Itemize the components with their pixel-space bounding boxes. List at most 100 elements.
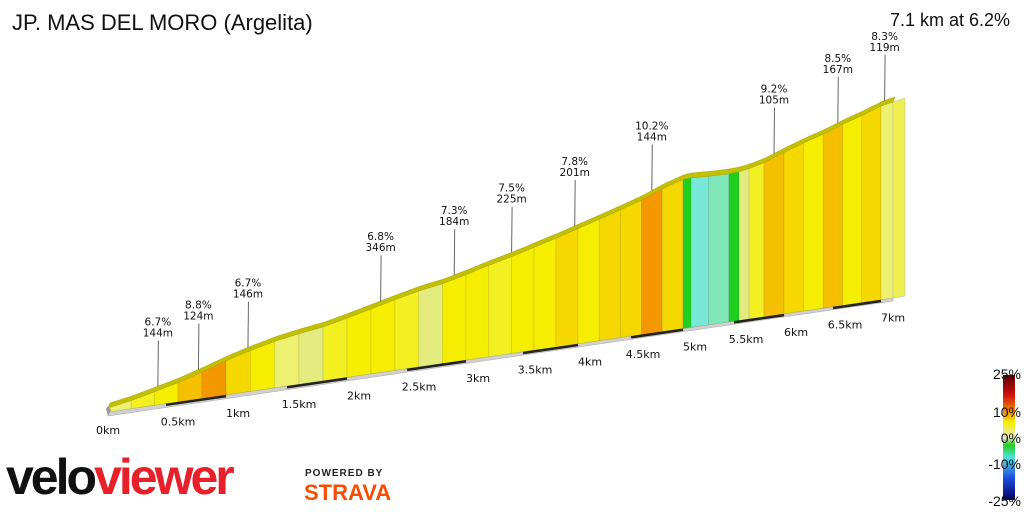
annotation-length: 146m <box>233 289 263 301</box>
legend-label: 25% <box>992 366 1021 382</box>
gradient-segment <box>738 168 750 321</box>
gradient-segment <box>661 178 684 332</box>
legend-label: -10% <box>988 456 1021 472</box>
x-tick-label: 6.5km <box>828 319 863 332</box>
climb-title: JP. MAS DEL MORO (Argelita) <box>12 10 313 35</box>
gradient-segment <box>394 290 420 371</box>
x-tick-label: 6km <box>784 326 808 339</box>
annotation-gradient: 9.2% <box>761 84 788 96</box>
distance-scale-marker <box>286 376 348 389</box>
annotation-leader-line <box>380 255 382 302</box>
gradient-color-scale <box>1003 375 1015 500</box>
annotation-leader-line <box>453 229 456 276</box>
gradient-segment <box>465 264 490 361</box>
distance-scale-marker <box>630 328 684 339</box>
x-tick-label: 5.5km <box>729 333 764 346</box>
annotation-gradient: 7.3% <box>441 205 468 217</box>
gradient-segment <box>803 133 824 312</box>
x-tick-label: 1.5km <box>282 398 317 411</box>
annotation-length: 144m <box>637 131 667 143</box>
gradient-segment <box>880 101 894 301</box>
distance-scale-marker <box>165 394 227 407</box>
profile-start-face <box>106 406 111 416</box>
gradient-segment <box>418 283 443 368</box>
annotation-length: 167m <box>823 64 853 76</box>
gradient-segment <box>298 326 324 385</box>
gradient-segment <box>322 317 348 382</box>
logo-viewer: viewer <box>94 449 235 505</box>
gradient-segment <box>763 151 785 318</box>
gradient-segment <box>555 228 579 348</box>
annotation-length: 346m <box>365 242 395 254</box>
x-tick-label: 0.5km <box>161 416 196 429</box>
annotation-gradient: 7.5% <box>498 183 525 195</box>
x-tick-label: 0km <box>96 424 120 437</box>
gradient-segment <box>682 177 692 329</box>
legend-label: 10% <box>992 404 1021 420</box>
powered-by-label: POWERED BY <box>305 468 384 479</box>
x-tick-label: 2km <box>347 389 371 402</box>
x-tick-label: 2.5km <box>402 381 437 394</box>
distance-scale-marker <box>832 299 882 310</box>
legend-label: -25% <box>988 493 1021 509</box>
x-tick-label: 1km <box>226 407 250 420</box>
gradient-segment <box>641 188 663 335</box>
profile-top-surface <box>107 96 896 409</box>
annotation-leader-line <box>157 340 159 387</box>
gradient-segment <box>346 308 372 378</box>
gradient-segment <box>533 237 557 351</box>
annotation-leader-line <box>884 54 886 101</box>
distance-scale-marker <box>522 343 579 355</box>
gradient-segment <box>488 256 512 358</box>
gradient-segment <box>577 218 600 345</box>
x-tick-label: 4.5km <box>626 348 661 361</box>
annotation-gradient: 6.7% <box>235 278 262 290</box>
x-tick-label: 3km <box>466 372 490 385</box>
annotation-leader-line <box>773 107 775 154</box>
annotation-gradient: 8.5% <box>824 53 851 65</box>
annotation-length: 119m <box>869 42 899 54</box>
gradient-segment <box>861 105 882 303</box>
annotation-leader-line <box>574 180 576 227</box>
gradient-segment <box>370 299 396 375</box>
annotation-gradient: 7.8% <box>561 156 588 168</box>
x-tick-label: 5km <box>683 340 707 353</box>
gradient-segment <box>598 209 621 342</box>
gradient-segment <box>822 123 843 309</box>
gradient-segment <box>728 171 740 323</box>
annotation-gradient: 8.3% <box>871 31 898 43</box>
annotation-leader-line <box>651 144 653 191</box>
strava-logo[interactable]: STRAVA <box>304 480 392 505</box>
annotation-length: 184m <box>439 216 469 228</box>
x-tick-label: 3.5km <box>518 364 553 377</box>
profile-end-face <box>892 97 906 299</box>
distance-scale-marker <box>406 359 467 372</box>
distance-scale-marker <box>733 313 785 324</box>
x-tick-label: 7km <box>881 312 905 325</box>
annotation-length: 105m <box>759 95 789 107</box>
gradient-segment <box>620 199 642 338</box>
gradient-segment <box>748 162 765 320</box>
annotation-length: 201m <box>560 167 590 179</box>
gradient-segment <box>274 333 300 389</box>
annotation-gradient: 6.7% <box>145 316 172 328</box>
gradient-segment <box>511 246 535 354</box>
logo-velo: velo <box>6 449 97 505</box>
annotation-leader-line <box>837 76 839 123</box>
annotation-gradient: 6.8% <box>367 231 394 243</box>
gradient-segment <box>690 175 709 328</box>
annotation-length: 144m <box>143 327 173 339</box>
climb-summary: 7.1 km at 6.2% <box>889 10 1010 30</box>
x-tick-label: 4km <box>578 356 602 369</box>
annotation-gradient: 8.8% <box>185 300 212 312</box>
gradient-segment <box>842 115 863 306</box>
annotation-gradient: 10.2% <box>635 120 668 132</box>
legend-label: 0% <box>1000 430 1021 446</box>
gradient-segment <box>708 173 730 326</box>
veloviewer-logo[interactable]: veloviewer <box>6 449 235 505</box>
annotation-length: 225m <box>496 194 526 206</box>
annotation-leader-line <box>247 301 249 348</box>
gradient-segment <box>442 274 467 364</box>
gradient-segment <box>783 142 804 315</box>
annotation-length: 124m <box>183 311 213 323</box>
